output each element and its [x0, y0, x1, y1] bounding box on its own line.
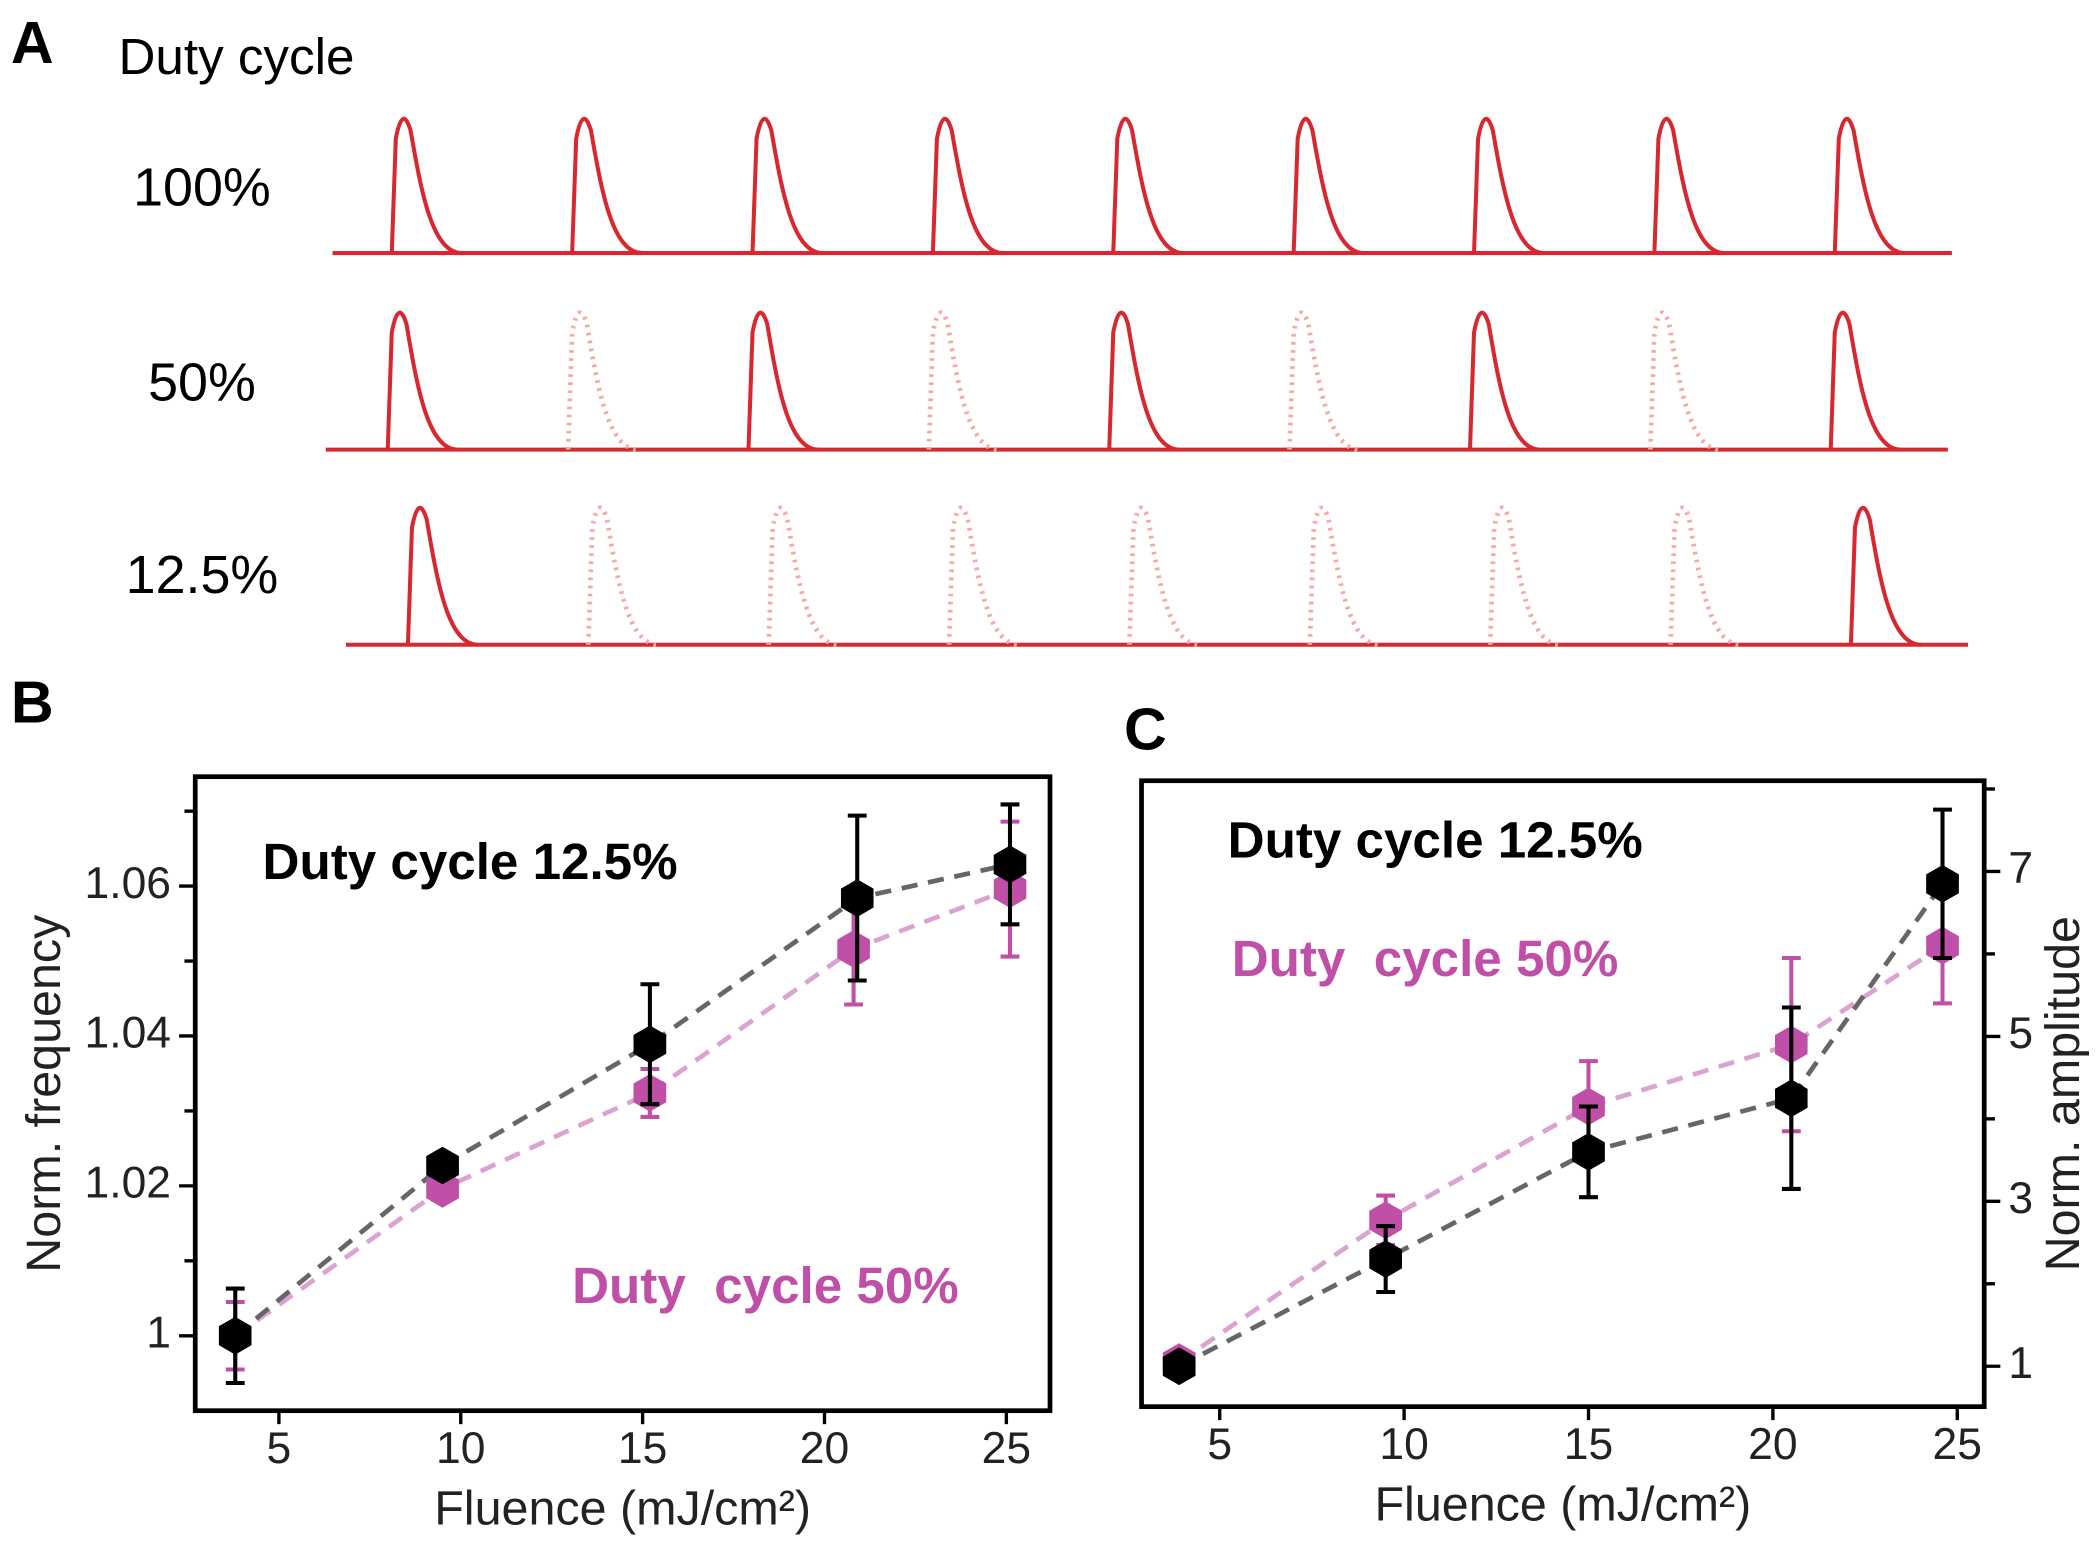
- x-tick-label: 25: [1933, 1420, 1982, 1469]
- pulse: [1828, 310, 1901, 452]
- x-tick-label: 20: [1748, 1420, 1797, 1469]
- marker: [840, 879, 874, 917]
- ghost-pulse: [946, 505, 1020, 648]
- marker: [218, 1316, 252, 1355]
- pulse: [1107, 310, 1180, 452]
- series-label: Duty cycle 12.5%: [1228, 812, 1643, 869]
- ghost-pulse: [766, 505, 839, 648]
- marker: [1162, 1347, 1196, 1386]
- pulse: [930, 117, 1004, 256]
- ghost-pulse: [1668, 505, 1741, 648]
- x-axis-label: Fluence (mJ/cm²): [434, 1481, 811, 1535]
- marker: [1775, 1079, 1808, 1118]
- marker: [993, 845, 1027, 884]
- pulse: [570, 117, 643, 256]
- ghost-pulse: [1307, 505, 1381, 648]
- y-axis-label: Norm. frequency: [17, 914, 71, 1273]
- pulse: [1832, 117, 1906, 256]
- y-tick-label: 1.02: [85, 1159, 171, 1208]
- y-tick-label: 1.06: [85, 859, 171, 908]
- row-label: 12.5%: [126, 545, 279, 605]
- y-tick-label: 5: [2008, 1009, 2033, 1058]
- pulse: [1111, 117, 1184, 256]
- panel-label: B: [11, 668, 54, 735]
- x-tick-label: 15: [1564, 1420, 1613, 1469]
- y-tick-label: 1: [2008, 1339, 2033, 1388]
- marker: [837, 930, 870, 968]
- ghost-pulse: [1127, 505, 1200, 648]
- marker: [1926, 864, 1959, 903]
- pulse: [1467, 310, 1541, 452]
- y-tick-label: 3: [2008, 1174, 2033, 1223]
- y-tick-label: 1.04: [85, 1009, 171, 1058]
- panel-title: Duty cycle: [119, 28, 355, 85]
- pulse: [405, 506, 479, 647]
- plot-frame: [1139, 778, 1987, 1410]
- pulse: [746, 310, 819, 452]
- x-tick-label: 5: [1207, 1420, 1232, 1469]
- panel-label: C: [1124, 695, 1167, 762]
- plot-frame: [192, 774, 1053, 1414]
- marker: [1369, 1240, 1403, 1278]
- y-tick-label: 1: [146, 1308, 171, 1357]
- ghost-pulse: [565, 310, 639, 452]
- marker: [426, 1146, 459, 1185]
- series-label: Duty cycle 50%: [1232, 930, 1619, 987]
- y-tick-label: 7: [2008, 844, 2033, 893]
- x-tick-label: 10: [436, 1424, 485, 1473]
- x-tick-label: 25: [982, 1424, 1031, 1473]
- series-line: [233, 886, 1011, 1338]
- pulse: [750, 117, 823, 256]
- x-tick-label: 15: [618, 1424, 667, 1473]
- x-axis-label: Fluence (mJ/cm²): [1374, 1477, 1751, 1531]
- ghost-pulse: [1287, 310, 1360, 452]
- ghost-pulse: [1648, 310, 1721, 452]
- x-tick-label: 20: [800, 1424, 849, 1473]
- pulse: [1848, 506, 1922, 647]
- row-label: 50%: [148, 353, 256, 413]
- pulse: [1652, 117, 1725, 256]
- ghost-pulse: [585, 505, 659, 648]
- pulse: [389, 117, 462, 256]
- row-label: 100%: [133, 157, 271, 217]
- series-line: [233, 862, 1011, 1338]
- series-label: Duty cycle 50%: [572, 1257, 959, 1314]
- marker: [633, 1025, 667, 1064]
- marker: [1572, 1133, 1605, 1171]
- ghost-pulse: [1487, 505, 1561, 648]
- y-axis-label: Norm. amplitude: [2036, 916, 2090, 1271]
- x-tick-label: 5: [267, 1424, 292, 1473]
- panel-label: A: [11, 9, 54, 76]
- x-tick-label: 10: [1379, 1420, 1428, 1469]
- pulse: [1291, 117, 1364, 256]
- ghost-pulse: [926, 310, 1000, 452]
- pulse: [385, 310, 458, 452]
- series-label: Duty cycle 12.5%: [263, 833, 678, 890]
- pulse: [1471, 117, 1545, 256]
- marker: [1369, 1201, 1403, 1240]
- series-line: [1177, 943, 1944, 1365]
